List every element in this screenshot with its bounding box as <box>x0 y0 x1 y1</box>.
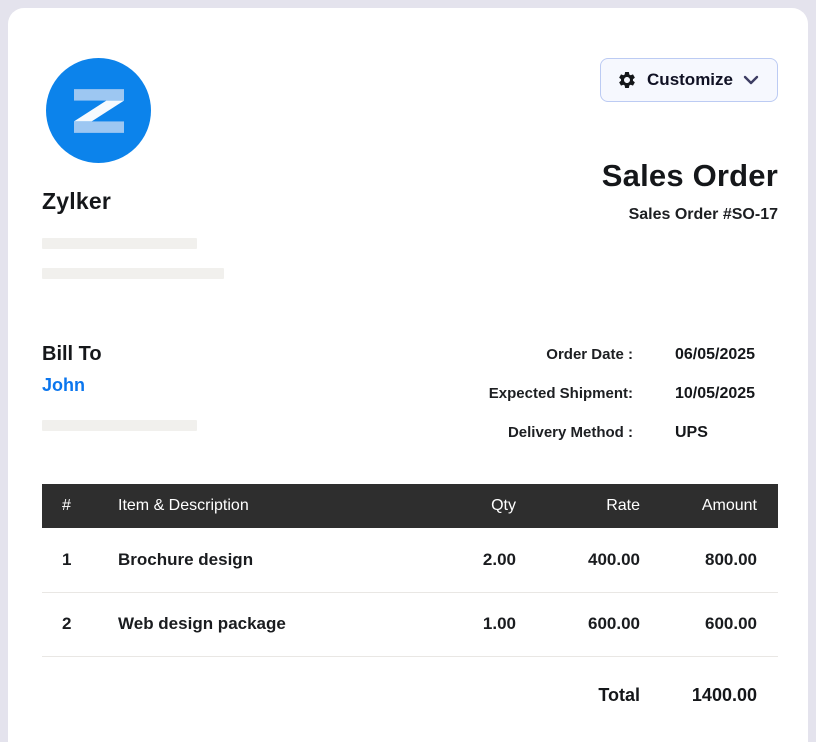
cell-rate: 400.00 <box>516 528 640 593</box>
cell-description: Brochure design <box>118 528 398 593</box>
table-row: 1 Brochure design 2.00 400.00 800.00 <box>42 528 778 593</box>
expected-shipment-value: 10/05/2025 <box>675 385 756 402</box>
total-row: Total 1400.00 <box>42 656 778 706</box>
cell-number: 1 <box>42 528 118 593</box>
logo-letter-z-icon <box>73 88 124 133</box>
table-row: 2 Web design package 1.00 600.00 600.00 <box>42 592 778 657</box>
brand-block: Zylker <box>42 58 224 279</box>
header-cell-rate: Rate <box>516 484 640 528</box>
cell-qty: 1.00 <box>398 592 516 657</box>
order-date-label: Order Date : <box>546 346 633 363</box>
address-placeholder-bar <box>42 268 224 279</box>
gear-icon <box>619 72 635 88</box>
customer-address-placeholder-bar <box>42 420 197 431</box>
document-header: Zylker Customize Sales Order Sales Order… <box>42 58 778 279</box>
address-placeholder-bar <box>42 238 197 249</box>
expected-shipment-label: Expected Shipment: <box>488 385 633 402</box>
info-section: Bill To John Order Date : 06/05/2025 Exp… <box>42 343 778 442</box>
delivery-method-label: Delivery Method : <box>507 424 633 441</box>
cell-qty: 2.00 <box>398 528 516 593</box>
cell-amount: 800.00 <box>640 528 778 593</box>
customize-button[interactable]: Customize <box>600 58 778 102</box>
customer-name: John <box>42 375 85 395</box>
header-right-block: Customize Sales Order Sales Order #SO-17 <box>600 58 778 279</box>
header-cell-qty: Qty <box>398 484 516 528</box>
sales-order-document-card: Zylker Customize Sales Order Sales Order… <box>8 8 808 742</box>
cell-number: 2 <box>42 592 118 657</box>
header-cell-description: Item & Description <box>118 484 398 528</box>
delivery-method-value: UPS <box>675 424 708 441</box>
header-cell-amount: Amount <box>640 484 778 528</box>
cell-rate: 600.00 <box>516 592 640 657</box>
cell-description: Web design package <box>118 592 398 657</box>
document-title: Sales Order <box>601 158 778 193</box>
chevron-down-icon <box>743 75 759 85</box>
company-name: Zylker <box>42 188 111 214</box>
cell-amount: 600.00 <box>640 592 778 657</box>
items-table: # Item & Description Qty Rate Amount 1 B… <box>42 484 778 706</box>
customize-label: Customize <box>647 70 733 89</box>
total-label: Total <box>598 684 640 705</box>
zylker-logo <box>46 58 151 163</box>
total-value: 1400.00 <box>691 684 757 705</box>
table-header-row: # Item & Description Qty Rate Amount <box>42 484 778 528</box>
bill-to-label: Bill To <box>42 343 102 365</box>
header-cell-number: # <box>42 484 118 528</box>
order-date-value: 06/05/2025 <box>675 346 756 363</box>
document-number: Sales Order #SO-17 <box>628 206 778 223</box>
bill-to-block: Bill To John <box>42 343 197 442</box>
order-meta: Order Date : 06/05/2025 Expected Shipmen… <box>489 346 778 442</box>
